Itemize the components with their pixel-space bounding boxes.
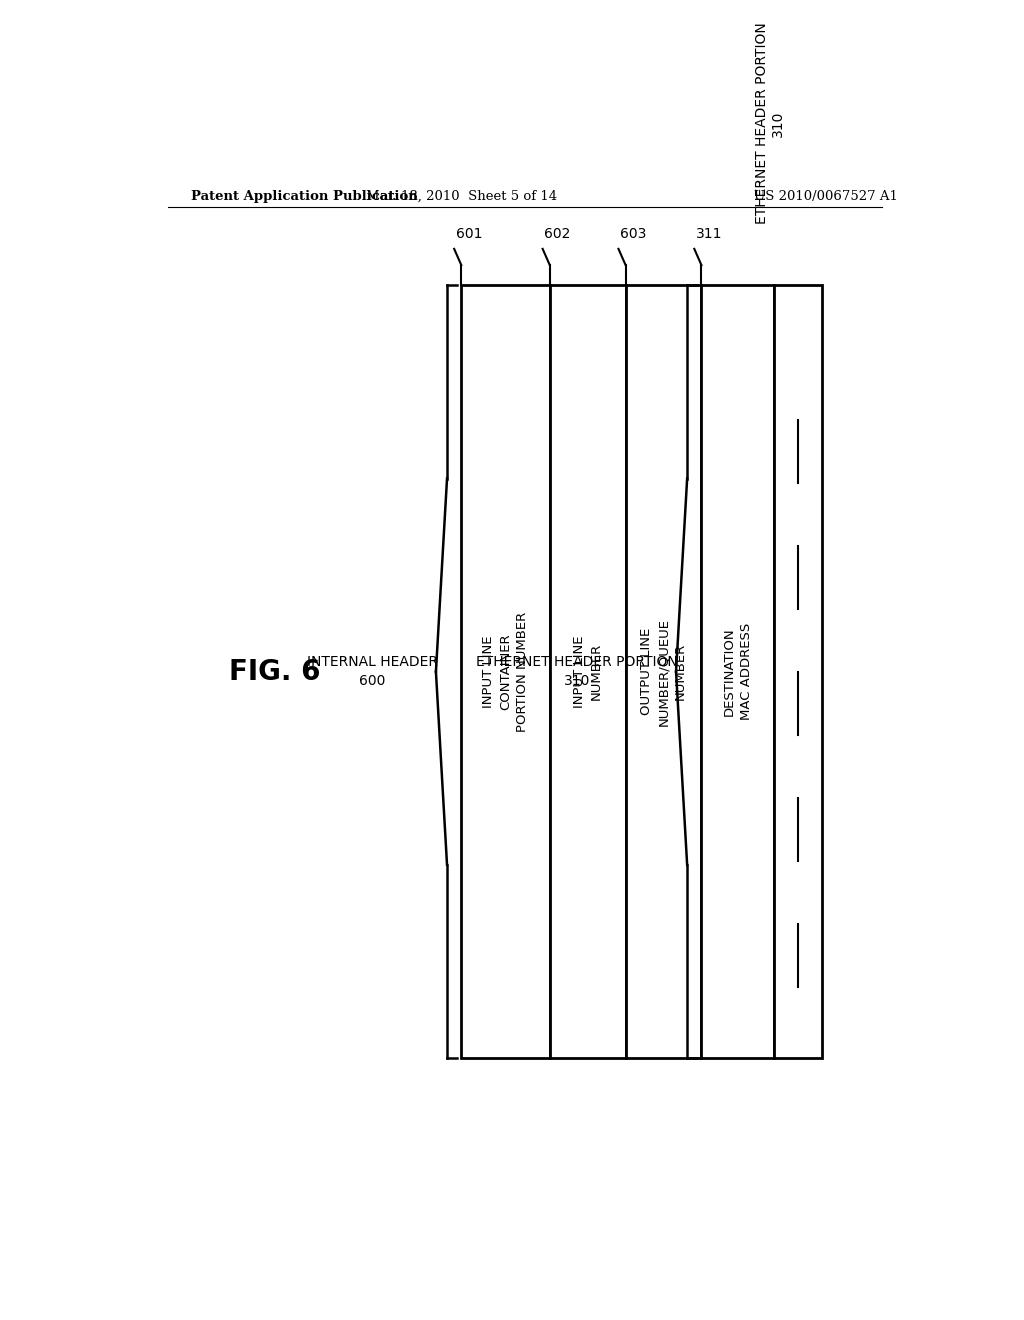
Text: OUTPUT LINE
NUMBER/QUEUE
NUMBER: OUTPUT LINE NUMBER/QUEUE NUMBER [640, 618, 687, 726]
Text: Mar. 18, 2010  Sheet 5 of 14: Mar. 18, 2010 Sheet 5 of 14 [366, 190, 557, 202]
Text: 602: 602 [544, 227, 570, 240]
Text: 311: 311 [696, 227, 722, 240]
Text: INPUT LINE
CONTAINER
PORTION NUMBER: INPUT LINE CONTAINER PORTION NUMBER [482, 611, 529, 731]
Text: ETHERNET HEADER PORTION
310: ETHERNET HEADER PORTION 310 [476, 656, 678, 688]
Text: 603: 603 [621, 227, 646, 240]
Bar [774, 285, 822, 1057]
Text: ETHERNET HEADER PORTION
310: ETHERNET HEADER PORTION 310 [755, 22, 785, 224]
Text: INPUT LINE
NUMBER: INPUT LINE NUMBER [572, 635, 603, 708]
Text: US 2010/0067527 A1: US 2010/0067527 A1 [755, 190, 898, 202]
Text: 601: 601 [456, 227, 482, 240]
Text: Patent Application Publication: Patent Application Publication [191, 190, 418, 202]
Text: DESTINATION
MAC ADDRESS: DESTINATION MAC ADDRESS [723, 623, 753, 721]
Text: FIG. 6: FIG. 6 [229, 657, 321, 685]
Text: INTERNAL HEADER
600: INTERNAL HEADER 600 [306, 656, 437, 688]
Bar [626, 285, 701, 1057]
Bar [701, 285, 774, 1057]
Bar [461, 285, 550, 1057]
Bar [550, 285, 626, 1057]
